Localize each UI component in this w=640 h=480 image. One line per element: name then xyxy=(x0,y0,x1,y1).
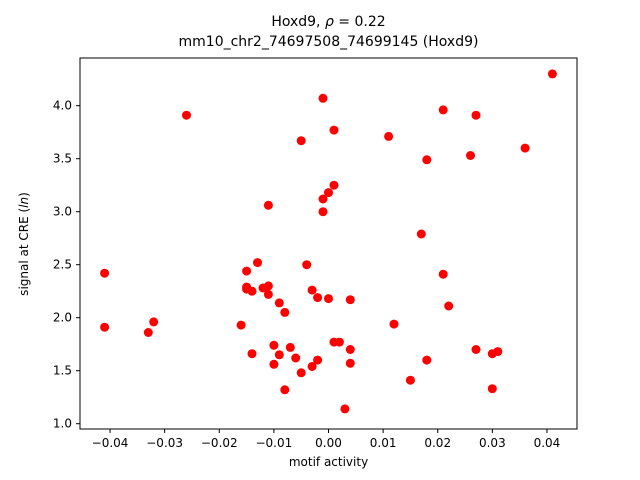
y-tick-label: 3.5 xyxy=(53,152,72,166)
scatter-point xyxy=(307,362,317,371)
scatter-point xyxy=(280,385,290,395)
x-tick-label: 0.04 xyxy=(534,436,561,450)
scatter-point xyxy=(274,350,284,360)
x-tick-label: 0.03 xyxy=(479,436,506,450)
scatter-point xyxy=(280,307,290,317)
scatter-point xyxy=(313,355,323,365)
scatter-point xyxy=(324,294,333,304)
y-tick-label: 1.5 xyxy=(53,364,72,378)
scatter-point xyxy=(389,319,399,329)
scatter-point xyxy=(422,355,432,365)
y-tick-label: 1.0 xyxy=(53,417,72,431)
x-tick-label: −0.01 xyxy=(255,436,292,450)
y-label-close: ) xyxy=(17,192,31,197)
scatter-point xyxy=(100,322,110,332)
scatter-point xyxy=(416,229,426,239)
scatter-point xyxy=(296,136,306,146)
scatter-point xyxy=(466,151,475,160)
scatter-point xyxy=(253,258,262,268)
x-tick-label: −0.02 xyxy=(201,436,238,450)
y-tick-label: 2.0 xyxy=(53,311,72,325)
title-text: Hoxd9, xyxy=(271,14,325,30)
scatter-point xyxy=(247,349,257,359)
y-label-ln: ln xyxy=(17,196,31,208)
scatter-point xyxy=(247,286,257,296)
scatter-point xyxy=(384,131,394,141)
scatter-point xyxy=(263,289,273,299)
scatter-point xyxy=(329,125,339,135)
scatter-point xyxy=(313,293,323,303)
y-tick-label: 2.5 xyxy=(53,258,72,272)
scatter-point xyxy=(471,110,481,120)
y-tick-label: 3.0 xyxy=(53,205,72,219)
scatter-point xyxy=(143,328,153,337)
scatter-point xyxy=(318,207,328,217)
axes-box xyxy=(79,57,578,430)
scatter-point xyxy=(318,194,328,204)
scatter-point xyxy=(285,342,295,352)
chart-title-line2: mm10_chr2_74697508_74699145 (Hoxd9) xyxy=(178,34,479,50)
y-label-text: signal at CRE ( xyxy=(17,207,31,296)
scatter-point xyxy=(444,301,454,311)
scatter-point xyxy=(438,105,448,115)
scatter-point xyxy=(340,404,350,414)
scatter-point xyxy=(291,353,301,363)
title-correlation-value: = 0.22 xyxy=(333,14,386,30)
scatter-point xyxy=(269,340,279,350)
scatter-point xyxy=(263,281,273,291)
scatter-point xyxy=(422,155,432,165)
scatter-point xyxy=(269,359,279,369)
scatter-point xyxy=(493,347,503,357)
scatter-point xyxy=(302,260,312,270)
x-tick-label: 0.01 xyxy=(370,436,397,450)
x-tick-label: −0.03 xyxy=(146,436,183,450)
scatter-point xyxy=(471,345,481,354)
scatter-point xyxy=(274,298,284,308)
scatter-point xyxy=(334,337,344,347)
chart-title-line1: Hoxd9, ρ = 0.22 xyxy=(80,12,577,32)
scatter-point xyxy=(345,345,355,354)
scatter-point xyxy=(520,143,530,153)
scatter-point xyxy=(296,368,306,378)
scatter-point xyxy=(324,188,333,198)
x-tick-label: 0.00 xyxy=(315,436,342,450)
scatter-point xyxy=(100,268,110,278)
scatter-point xyxy=(236,320,246,330)
scatter-point xyxy=(405,375,415,385)
scatter-point xyxy=(345,358,355,368)
scatter-point xyxy=(149,317,159,327)
title-rho-symbol: ρ xyxy=(324,14,334,30)
scatter-point xyxy=(438,269,448,279)
scatter-point xyxy=(345,295,355,305)
scatter-point xyxy=(487,384,497,394)
x-tick-label: 0.02 xyxy=(424,436,451,450)
scatter-point xyxy=(318,93,328,103)
scatter-point xyxy=(307,285,317,295)
scatter-point xyxy=(242,266,252,276)
scatter-point xyxy=(182,110,191,120)
x-tick-label: −0.04 xyxy=(92,436,129,450)
y-axis-label: signal at CRE (ln) xyxy=(17,164,31,324)
scatter-point xyxy=(263,200,273,210)
y-tick-label: 4.0 xyxy=(53,99,72,113)
x-axis-label: motif activity xyxy=(288,455,369,469)
scatter-point xyxy=(547,69,557,79)
scatter-point xyxy=(329,180,339,190)
